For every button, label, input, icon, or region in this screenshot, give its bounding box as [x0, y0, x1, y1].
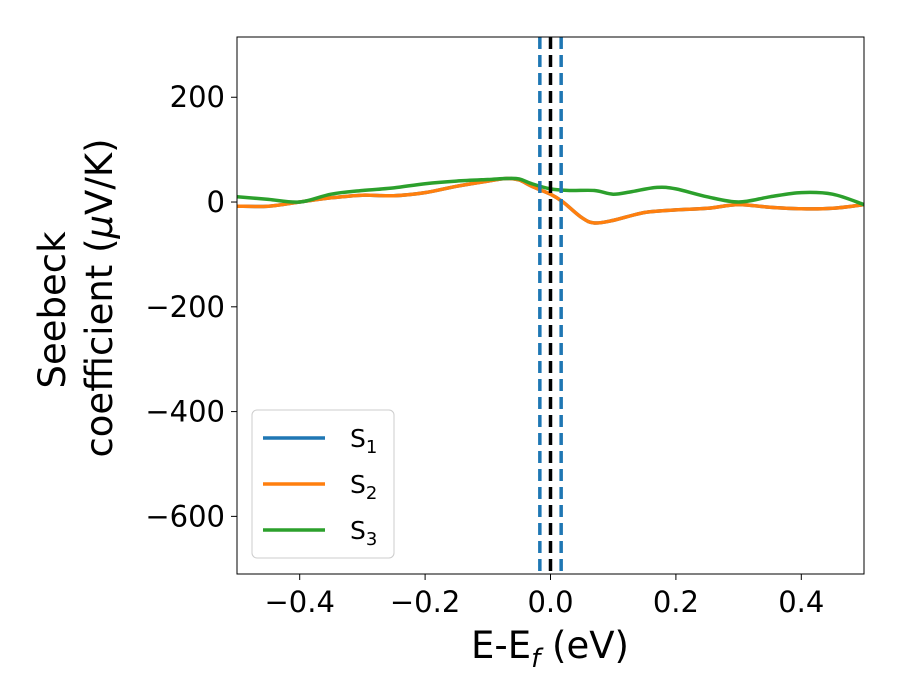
x-tick-label: −0.2 — [390, 585, 460, 619]
legend-label-s1: S1 — [350, 424, 377, 458]
y-tick-label: 200 — [170, 80, 225, 114]
y-tick-label: −400 — [145, 395, 225, 429]
y-axis-label-line1: Seebeck — [31, 231, 74, 389]
x-tick-label: 0.2 — [653, 585, 699, 619]
x-tick-label: 0.4 — [778, 585, 824, 619]
x-tick-label: −0.4 — [264, 585, 334, 619]
y-axis-label-line2: coefficient (μV/K) — [78, 138, 121, 457]
series-line-s2 — [237, 176, 864, 225]
legend-label-s2: S2 — [350, 470, 377, 504]
x-axis-label: E-Ef (eV) — [471, 624, 629, 674]
legend-label-s3: S3 — [350, 516, 377, 550]
x-tick-label: 0.0 — [527, 585, 573, 619]
y-tick-label: −600 — [145, 499, 225, 533]
y-tick-label: −200 — [145, 290, 225, 324]
y-tick-label: 0 — [207, 185, 225, 219]
y-axis-label: Seebeck coefficient (μV/K) — [31, 138, 121, 457]
legend: S1 S2 S3 — [251, 409, 395, 559]
